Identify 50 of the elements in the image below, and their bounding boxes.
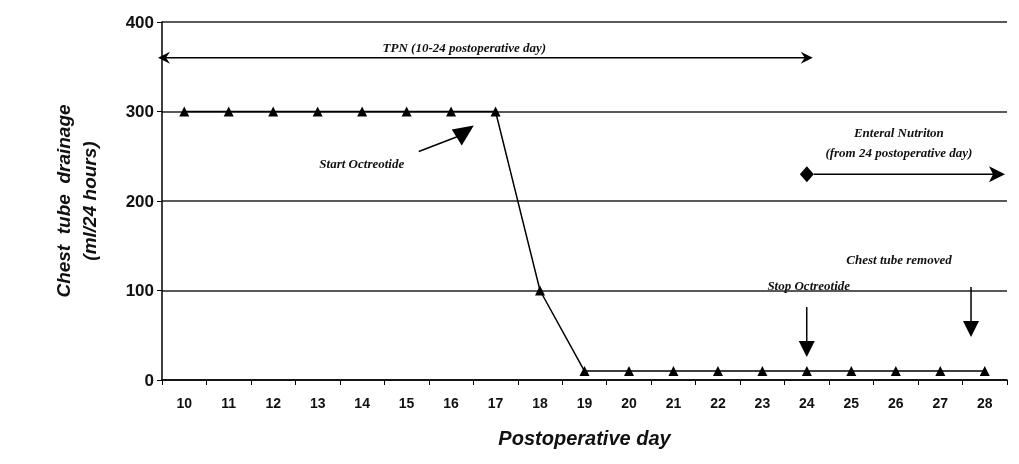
point bbox=[357, 106, 368, 117]
x-tick-label: 26 bbox=[888, 395, 904, 411]
x-tick-label: 20 bbox=[621, 395, 637, 411]
y-tick-label: 0 bbox=[144, 370, 154, 390]
point bbox=[312, 106, 323, 117]
point bbox=[846, 366, 857, 377]
annotation: Start Octreotide bbox=[319, 156, 405, 171]
point bbox=[668, 366, 679, 377]
x-tick-label: 10 bbox=[176, 395, 193, 411]
point bbox=[935, 366, 946, 377]
x-tick-label: 16 bbox=[443, 395, 460, 411]
y-tick-label: 300 bbox=[125, 102, 154, 121]
x-tick-label: 14 bbox=[354, 395, 371, 411]
point bbox=[446, 106, 457, 117]
point bbox=[757, 366, 768, 377]
annotation: Stop Octreotide bbox=[767, 277, 851, 293]
x-tick-label: 25 bbox=[843, 395, 860, 411]
y-tick-label: 200 bbox=[125, 191, 154, 211]
point bbox=[223, 106, 234, 117]
x-tick-label: 12 bbox=[265, 395, 282, 411]
point bbox=[535, 285, 546, 296]
x-tick-label: 23 bbox=[754, 395, 771, 411]
y-tick-label: 400 bbox=[125, 12, 154, 32]
point bbox=[268, 106, 279, 117]
annotation: Enteral Nutriton (from 24 postoperative day) bbox=[825, 124, 973, 160]
x-tick-label: 22 bbox=[710, 395, 726, 411]
point bbox=[401, 106, 412, 117]
x-tick-label: 19 bbox=[576, 395, 593, 411]
x-tick-label: 18 bbox=[532, 395, 549, 411]
annotation: TPN (10-24 postoperative day) bbox=[382, 40, 547, 56]
y-tick-label: 100 bbox=[125, 281, 154, 300]
annotation: Chest tube removed bbox=[846, 251, 953, 267]
point bbox=[490, 106, 501, 117]
x-axis-title: Postoperative day bbox=[498, 427, 672, 449]
point bbox=[712, 366, 723, 377]
y-axis-title: Chest tube drainage (ml/24 hours) bbox=[52, 103, 100, 298]
x-tick-label: 21 bbox=[665, 395, 682, 411]
x-tick-label: 13 bbox=[309, 395, 326, 411]
x-tick-label: 28 bbox=[976, 395, 993, 411]
point bbox=[979, 366, 990, 377]
x-tick-label: 27 bbox=[932, 395, 949, 411]
point bbox=[579, 366, 590, 377]
x-tick-label: 15 bbox=[398, 395, 415, 411]
x-tick-label: 24 bbox=[799, 395, 815, 411]
point bbox=[179, 106, 190, 117]
point bbox=[623, 366, 634, 377]
point bbox=[801, 366, 812, 377]
x-tick-label: 11 bbox=[221, 395, 237, 411]
point bbox=[890, 366, 901, 377]
x-tick-label: 17 bbox=[487, 395, 504, 411]
